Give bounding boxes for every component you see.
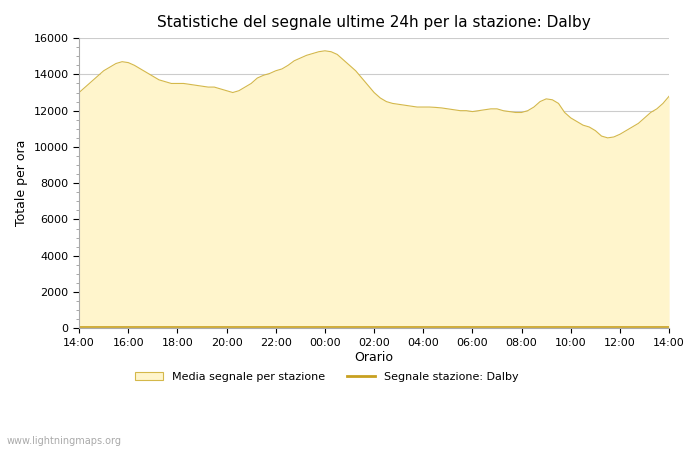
Y-axis label: Totale per ora: Totale per ora — [15, 140, 28, 226]
X-axis label: Orario: Orario — [355, 351, 393, 364]
Title: Statistiche del segnale ultime 24h per la stazione: Dalby: Statistiche del segnale ultime 24h per l… — [158, 15, 591, 30]
Legend: Media segnale per stazione, Segnale stazione: Dalby: Media segnale per stazione, Segnale staz… — [131, 368, 523, 387]
Text: www.lightningmaps.org: www.lightningmaps.org — [7, 436, 122, 446]
